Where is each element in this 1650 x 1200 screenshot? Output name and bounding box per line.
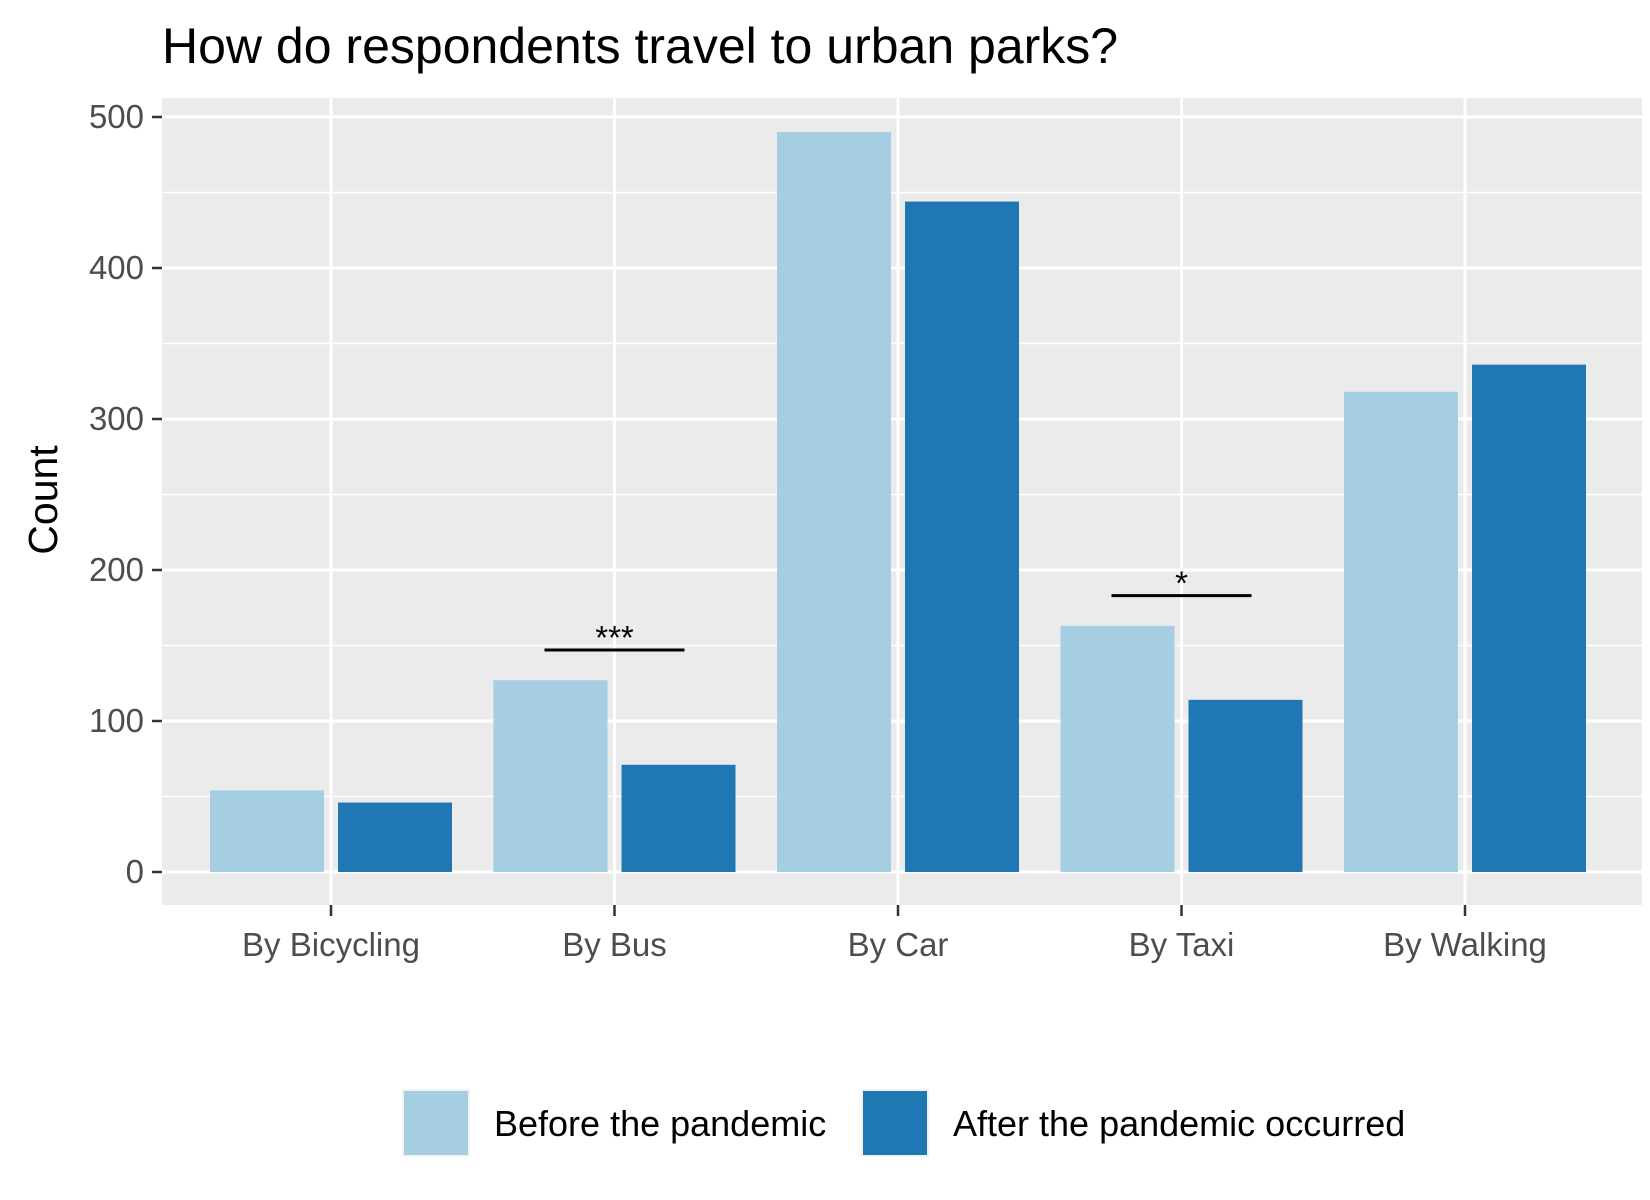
y-axis: 0 100 200 300 400 500 <box>89 98 162 890</box>
x-tick-label: By Car <box>848 926 949 963</box>
significance-label: *** <box>595 619 634 656</box>
bar-before-by-walking <box>1344 391 1458 872</box>
y-tick-label: 100 <box>89 702 144 739</box>
chart-title: How do respondents travel to urban parks… <box>162 18 1118 74</box>
grid-lines <box>162 98 1642 905</box>
x-tick-label: By Bicycling <box>242 926 420 963</box>
bar-after-by-bus <box>621 764 736 872</box>
y-tick-label: 0 <box>126 853 144 890</box>
bar-before-by-taxi <box>1060 625 1175 872</box>
y-tick-label: 400 <box>89 249 144 286</box>
significance-label: * <box>1175 565 1188 602</box>
bar-before-by-car <box>777 132 891 873</box>
x-tick-label: By Taxi <box>1129 926 1235 963</box>
bar-after-by-car <box>905 201 1019 872</box>
y-tick-label: 200 <box>89 551 144 588</box>
y-axis-title: Count <box>20 445 66 555</box>
bar-after-by-taxi <box>1188 699 1303 872</box>
legend-key <box>402 1089 470 1157</box>
bar-before-by-bicycling <box>210 790 324 872</box>
bar-after-by-walking <box>1472 364 1586 872</box>
x-axis: By Bicycling By Bus By Car By Taxi By Walkin… <box>242 905 1547 963</box>
bar-after-by-bicycling <box>338 802 452 872</box>
y-tick-label: 500 <box>89 98 144 135</box>
bar-before-by-bus <box>493 680 608 872</box>
significance-annotations: **** <box>544 565 1252 656</box>
x-tick-label: By Bus <box>562 926 667 963</box>
bars <box>210 132 1586 873</box>
x-tick-label: By Walking <box>1383 926 1547 963</box>
legend-label: After the pandemic occurred <box>953 1103 1405 1144</box>
legend-label: Before the pandemic <box>494 1103 826 1144</box>
legend: Before the pandemic After the pandemic oc… <box>402 1089 1405 1157</box>
y-tick-label: 300 <box>89 400 144 437</box>
legend-key <box>861 1089 929 1157</box>
